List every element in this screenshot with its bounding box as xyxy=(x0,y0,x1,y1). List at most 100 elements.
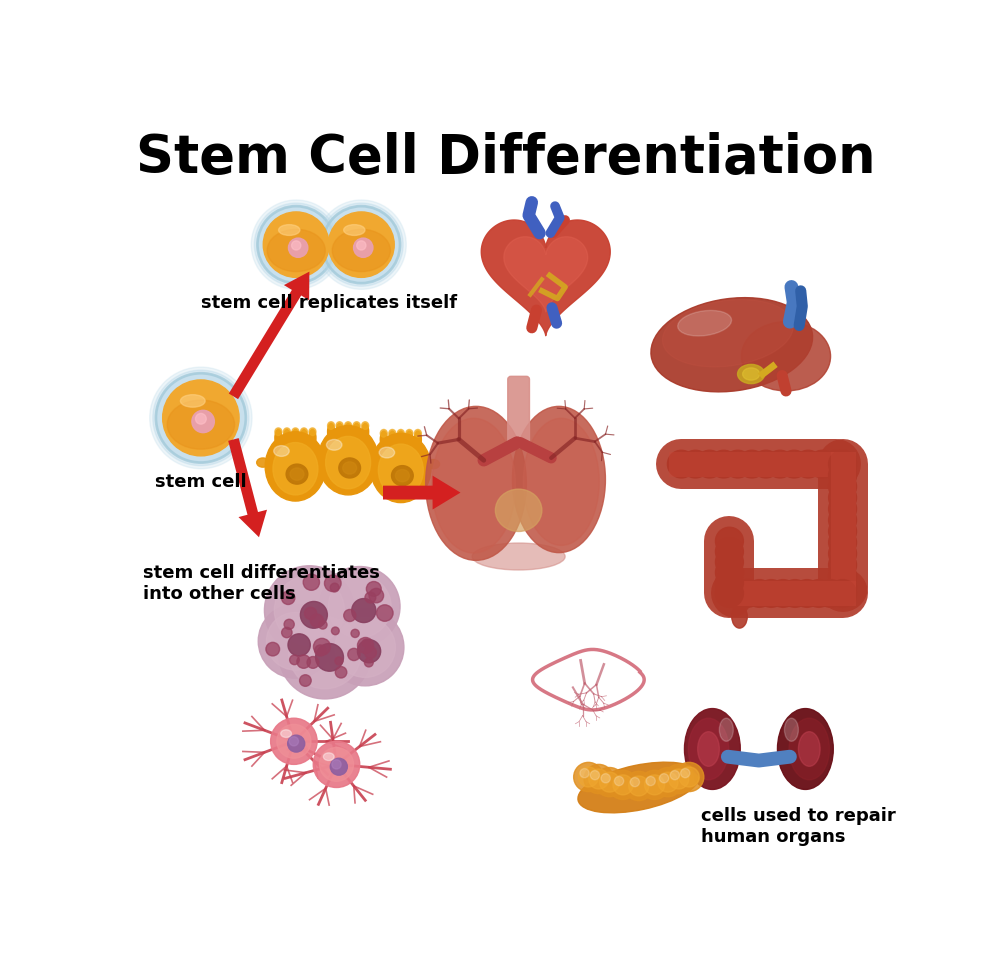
Ellipse shape xyxy=(300,429,307,447)
Circle shape xyxy=(628,776,648,796)
Ellipse shape xyxy=(741,368,759,380)
Circle shape xyxy=(328,575,390,638)
Circle shape xyxy=(623,771,653,801)
Ellipse shape xyxy=(292,428,299,436)
Ellipse shape xyxy=(353,421,360,429)
Ellipse shape xyxy=(405,431,412,448)
Circle shape xyxy=(278,607,371,699)
Ellipse shape xyxy=(798,732,819,766)
Ellipse shape xyxy=(275,428,282,436)
Ellipse shape xyxy=(300,428,307,436)
Circle shape xyxy=(738,450,765,478)
Circle shape xyxy=(808,450,835,478)
Circle shape xyxy=(821,450,850,478)
Circle shape xyxy=(251,200,341,289)
Ellipse shape xyxy=(317,425,378,495)
Circle shape xyxy=(156,373,246,463)
Ellipse shape xyxy=(361,421,369,429)
Ellipse shape xyxy=(265,432,325,501)
Ellipse shape xyxy=(327,421,334,429)
Circle shape xyxy=(313,741,359,788)
Circle shape xyxy=(163,380,239,456)
Ellipse shape xyxy=(378,444,423,497)
Ellipse shape xyxy=(683,709,740,790)
Circle shape xyxy=(644,775,664,795)
Ellipse shape xyxy=(336,423,343,440)
Circle shape xyxy=(319,203,402,286)
Circle shape xyxy=(357,637,373,654)
Ellipse shape xyxy=(662,300,793,367)
Circle shape xyxy=(765,450,793,478)
Ellipse shape xyxy=(397,431,404,448)
Circle shape xyxy=(366,581,381,596)
Ellipse shape xyxy=(687,718,728,780)
Ellipse shape xyxy=(325,436,370,489)
Circle shape xyxy=(721,579,748,608)
Circle shape xyxy=(300,602,327,628)
Circle shape xyxy=(678,767,698,787)
Circle shape xyxy=(715,579,742,608)
Circle shape xyxy=(369,588,384,603)
Circle shape xyxy=(297,655,310,668)
Circle shape xyxy=(664,764,693,794)
Ellipse shape xyxy=(425,407,526,561)
Circle shape xyxy=(288,616,361,689)
Circle shape xyxy=(191,411,214,432)
Polygon shape xyxy=(503,237,587,312)
Text: cells used to repair
human organs: cells used to repair human organs xyxy=(700,807,894,846)
Circle shape xyxy=(304,608,317,619)
Circle shape xyxy=(828,507,856,534)
Circle shape xyxy=(588,769,608,789)
Ellipse shape xyxy=(167,400,235,449)
Circle shape xyxy=(667,450,694,478)
Ellipse shape xyxy=(374,452,387,461)
Circle shape xyxy=(356,241,366,250)
Circle shape xyxy=(357,640,381,662)
Circle shape xyxy=(573,762,602,792)
Circle shape xyxy=(316,644,343,671)
Ellipse shape xyxy=(309,428,316,436)
Circle shape xyxy=(258,605,332,678)
Circle shape xyxy=(365,592,376,603)
Circle shape xyxy=(364,659,373,667)
Circle shape xyxy=(599,772,619,792)
Circle shape xyxy=(270,718,317,764)
Ellipse shape xyxy=(737,365,764,383)
Circle shape xyxy=(330,759,347,775)
Circle shape xyxy=(828,573,856,601)
Circle shape xyxy=(590,770,599,780)
Ellipse shape xyxy=(326,439,341,450)
Ellipse shape xyxy=(278,224,300,235)
Circle shape xyxy=(828,528,856,557)
Circle shape xyxy=(646,776,655,786)
Circle shape xyxy=(733,579,760,608)
Ellipse shape xyxy=(361,423,369,440)
Ellipse shape xyxy=(414,429,421,437)
Ellipse shape xyxy=(273,443,317,495)
Circle shape xyxy=(828,551,856,579)
Ellipse shape xyxy=(380,429,387,437)
Ellipse shape xyxy=(523,418,599,545)
Ellipse shape xyxy=(292,429,299,447)
Circle shape xyxy=(779,450,808,478)
Ellipse shape xyxy=(414,431,421,448)
Circle shape xyxy=(723,450,751,478)
Circle shape xyxy=(828,484,856,512)
Circle shape xyxy=(828,472,856,501)
Circle shape xyxy=(680,450,709,478)
Ellipse shape xyxy=(286,465,308,484)
Ellipse shape xyxy=(267,229,325,271)
Circle shape xyxy=(828,462,856,489)
Circle shape xyxy=(715,559,742,586)
Circle shape xyxy=(607,770,637,800)
Ellipse shape xyxy=(777,709,832,790)
Circle shape xyxy=(334,617,395,677)
Ellipse shape xyxy=(370,433,431,503)
Ellipse shape xyxy=(391,466,413,486)
Circle shape xyxy=(153,370,248,466)
Circle shape xyxy=(376,605,392,621)
Circle shape xyxy=(334,657,342,664)
Text: stem cell differentiates
into other cells: stem cell differentiates into other cell… xyxy=(143,564,380,603)
Circle shape xyxy=(319,566,399,647)
Ellipse shape xyxy=(343,224,365,235)
